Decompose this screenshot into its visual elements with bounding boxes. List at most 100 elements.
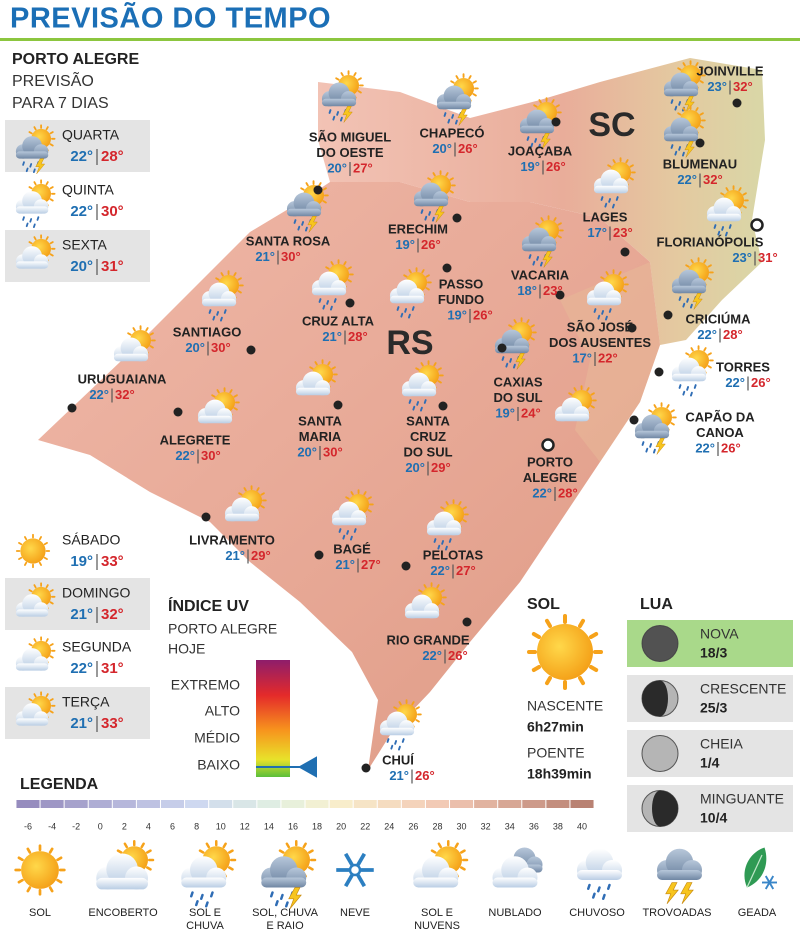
cloud-part (113, 353, 149, 362)
rain-drop (682, 302, 686, 308)
sun-ray (720, 192, 725, 196)
lightning (540, 133, 551, 150)
capital-marker (541, 438, 555, 452)
sun-ray (23, 536, 28, 541)
weather-icon (15, 582, 56, 617)
rain-drop (353, 528, 357, 533)
weather-icon (15, 234, 56, 269)
sun-ray (445, 501, 449, 506)
city-max: 27° (353, 160, 373, 175)
cloud-part (96, 877, 148, 890)
rain-drop (670, 144, 674, 149)
rain-drop (420, 406, 423, 412)
scale-label: -6 (24, 821, 32, 831)
cloud-part (671, 373, 707, 382)
sun-ray (682, 107, 686, 112)
cloud-part (657, 870, 702, 880)
sunset-time: 18h39min (527, 766, 592, 782)
city-max: 32° (703, 172, 723, 187)
sun-ray (307, 849, 314, 854)
page-title: PREVISÃO DO TEMPO (10, 1, 331, 35)
rain-drop (678, 101, 682, 106)
rain-drop (25, 167, 29, 173)
rain-drop (386, 738, 390, 743)
legend-label: NEVE (340, 907, 370, 919)
sun-ray (425, 287, 430, 291)
rain-drop (526, 136, 530, 141)
legend-title: LEGENDA (20, 776, 99, 793)
cloud (657, 848, 702, 880)
scale-label: 40 (577, 821, 587, 831)
sun-ray (436, 584, 440, 589)
forecast-title: PORTO ALEGRE (12, 51, 139, 68)
uv-subtitle: PORTO ALEGRE (168, 621, 277, 637)
rain-drop (593, 308, 597, 313)
sun-ray (677, 112, 682, 116)
sun-ray (216, 389, 220, 394)
city-max: 28° (723, 327, 743, 342)
city-name: DO SUL (403, 444, 452, 459)
city-name: ALEGRE (523, 470, 578, 485)
day-min: 22° (70, 148, 93, 165)
cloud-part (404, 610, 440, 619)
sun-ray (629, 177, 634, 181)
sun-ray (45, 638, 49, 643)
cloud-part (663, 88, 699, 97)
cloud-part (331, 517, 367, 526)
sun-ray (508, 324, 513, 328)
lightning (457, 109, 468, 126)
scale-label: 38 (553, 821, 563, 831)
sun-ray (553, 217, 557, 222)
sun-ray (285, 842, 290, 849)
sun-ray (533, 104, 538, 108)
rain-drop (220, 316, 223, 322)
sun-ray (215, 277, 220, 281)
rain-drop (22, 161, 25, 166)
rain-drop (326, 300, 330, 305)
city-max: 27° (361, 557, 381, 572)
sun-ray (222, 842, 227, 849)
cloud (586, 281, 622, 306)
moon-phase: CRESCENTE (700, 681, 786, 697)
city-dot (551, 117, 561, 127)
sun-ray (513, 319, 517, 324)
sun-ray (33, 693, 37, 698)
cloud (15, 246, 49, 269)
city-name: DO OESTE (316, 145, 384, 160)
weather-icon (494, 317, 537, 370)
city-name: CRUZ (410, 429, 446, 444)
city-max: 29° (251, 548, 271, 563)
cloud (389, 279, 425, 304)
sun-ray (237, 290, 242, 294)
sunrise-time: 6h27min (527, 719, 584, 735)
sc-state (318, 58, 765, 345)
city-min: 19° (520, 159, 540, 174)
lightning (288, 887, 302, 909)
scale-label: 20 (336, 821, 346, 831)
cloud (593, 169, 629, 194)
cloud (197, 399, 233, 424)
sun-ray (367, 496, 372, 500)
rain-drop (338, 528, 342, 533)
sun-ray (43, 556, 48, 561)
rain-drop (607, 883, 611, 890)
cloud-part (593, 185, 629, 194)
rain-drop (223, 309, 227, 314)
sun-ray (472, 93, 477, 97)
city-max: 28° (348, 329, 368, 344)
rain-drop (682, 390, 686, 396)
sun-ray (28, 131, 33, 135)
sun-ray (742, 192, 747, 196)
weather-icon (14, 844, 66, 896)
sun-ray (256, 487, 260, 492)
city-dot (401, 561, 411, 571)
rain-drop (400, 312, 404, 318)
cloud (224, 497, 260, 522)
city-name: SANTA (298, 413, 342, 428)
rain-drop (447, 118, 451, 124)
scale-label: 34 (505, 821, 515, 831)
city-name: FLORIANÓPOLIS (657, 234, 764, 249)
sun-ray (335, 77, 340, 81)
cloud (413, 856, 459, 888)
